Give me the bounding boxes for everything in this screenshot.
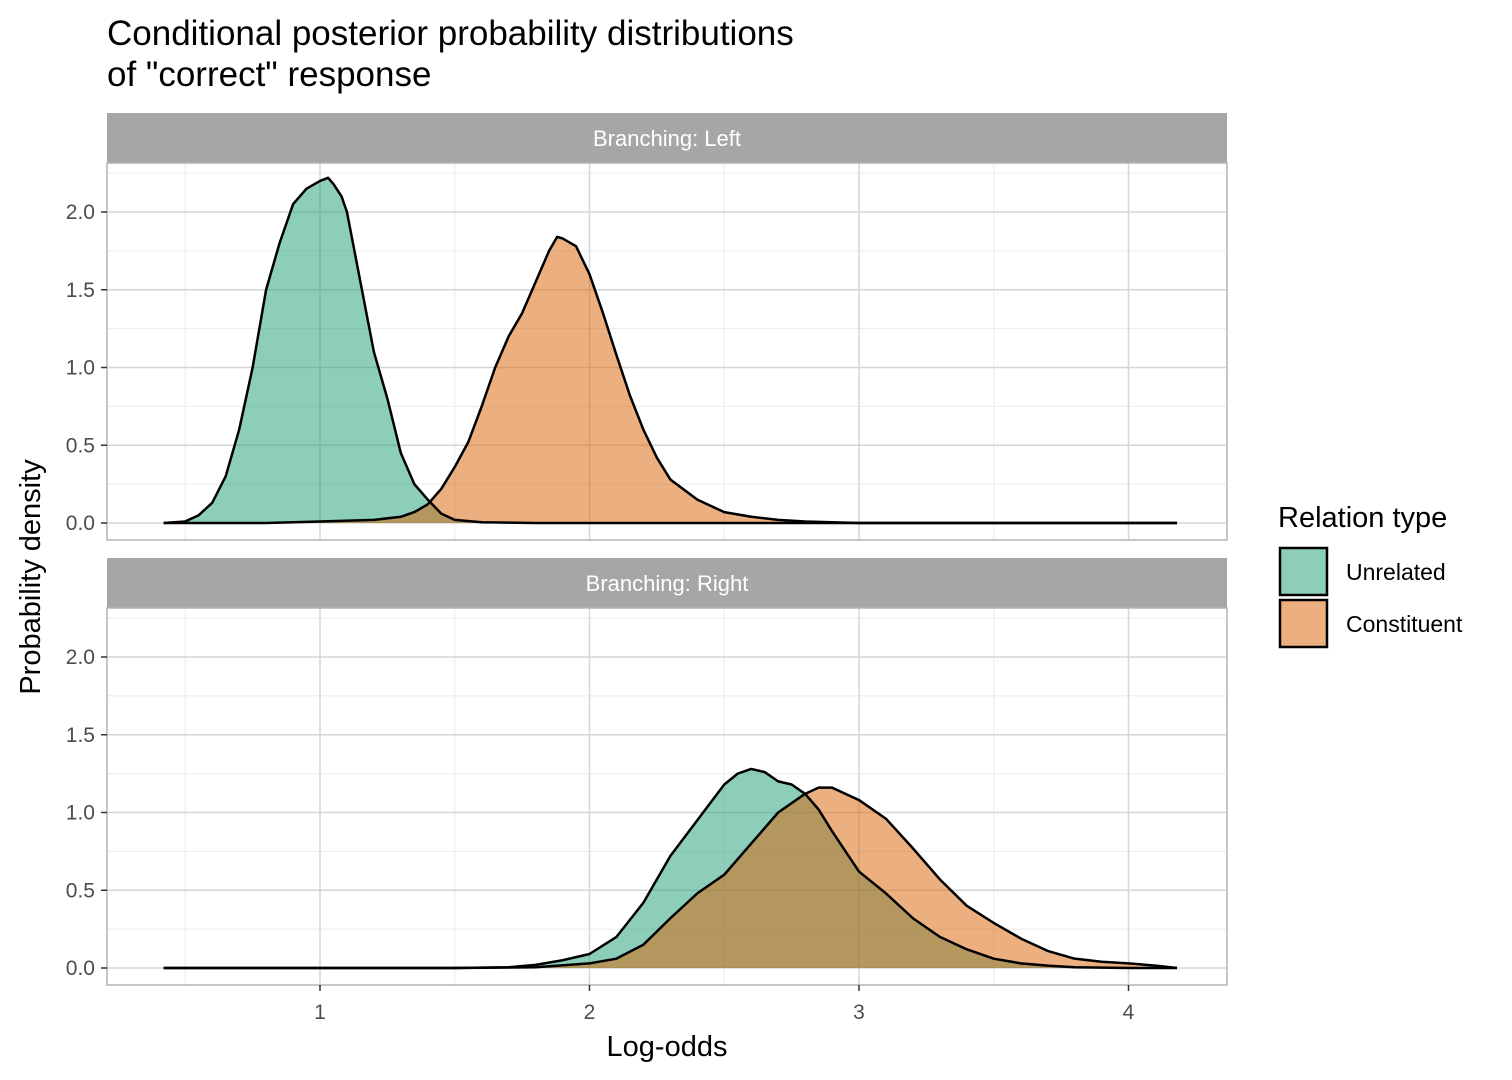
y-tick-label: 0.0 — [66, 957, 95, 980]
legend-key-unrelated — [1278, 546, 1329, 597]
chart-title-line: of "correct" response — [107, 55, 431, 94]
legend-key-constituent — [1278, 598, 1329, 649]
legend-label: Constituent — [1346, 611, 1463, 637]
facet-strip — [107, 113, 1227, 163]
legend-title: Relation type — [1278, 502, 1447, 534]
y-tick-label: 0.0 — [66, 512, 95, 535]
x-axis-ticks: 1 2 3 4 — [314, 985, 1135, 1024]
y-tick-label: 1.5 — [66, 724, 95, 747]
facet-strip — [107, 558, 1227, 608]
chart-title-line: Conditional posterior probability distri… — [107, 14, 794, 53]
y-tick-label: 2.0 — [66, 201, 95, 224]
density-outline-constituent — [163, 235, 1178, 525]
facet-strip-label: Branching: Left — [593, 126, 741, 151]
density-outline-unrelated — [163, 767, 1178, 970]
panel-branching-right: Branching: Right 0.0 0.5 1.0 1.5 2.0 — [66, 558, 1228, 986]
panel-border — [106, 162, 1228, 541]
y-tick-label: 1.0 — [66, 357, 95, 380]
legend: Relation type Unrelated Constituent — [1278, 502, 1463, 649]
facet-strip-label: Branching: Right — [586, 571, 749, 596]
density-outline-constituent — [163, 786, 1178, 970]
y-tick-label: 1.0 — [66, 802, 95, 825]
density-outline-unrelated — [163, 176, 1178, 525]
density-area-constituent — [163, 787, 1178, 968]
legend-label: Unrelated — [1346, 559, 1446, 585]
x-tick-label: 4 — [1123, 1001, 1135, 1024]
y-tick-label: 0.5 — [66, 434, 95, 457]
x-tick-label: 2 — [584, 1001, 596, 1024]
chart-title: Conditional posterior probability distri… — [107, 14, 794, 94]
y-tick-label: 2.0 — [66, 646, 95, 669]
y-axis-title: Probability density — [15, 459, 47, 695]
x-tick-label: 1 — [314, 1001, 326, 1024]
panel-branching-left: Branching: Left 0.0 0.5 1.0 1.5 2.0 — [66, 113, 1228, 541]
x-axis-title: Log-odds — [607, 1031, 728, 1063]
x-tick-label: 3 — [853, 1001, 865, 1024]
density-area-unrelated — [163, 768, 1178, 968]
panel-border — [106, 607, 1228, 986]
y-tick-label: 0.5 — [66, 879, 95, 902]
y-tick-label: 1.5 — [66, 279, 95, 302]
density-area-unrelated — [163, 177, 1178, 524]
